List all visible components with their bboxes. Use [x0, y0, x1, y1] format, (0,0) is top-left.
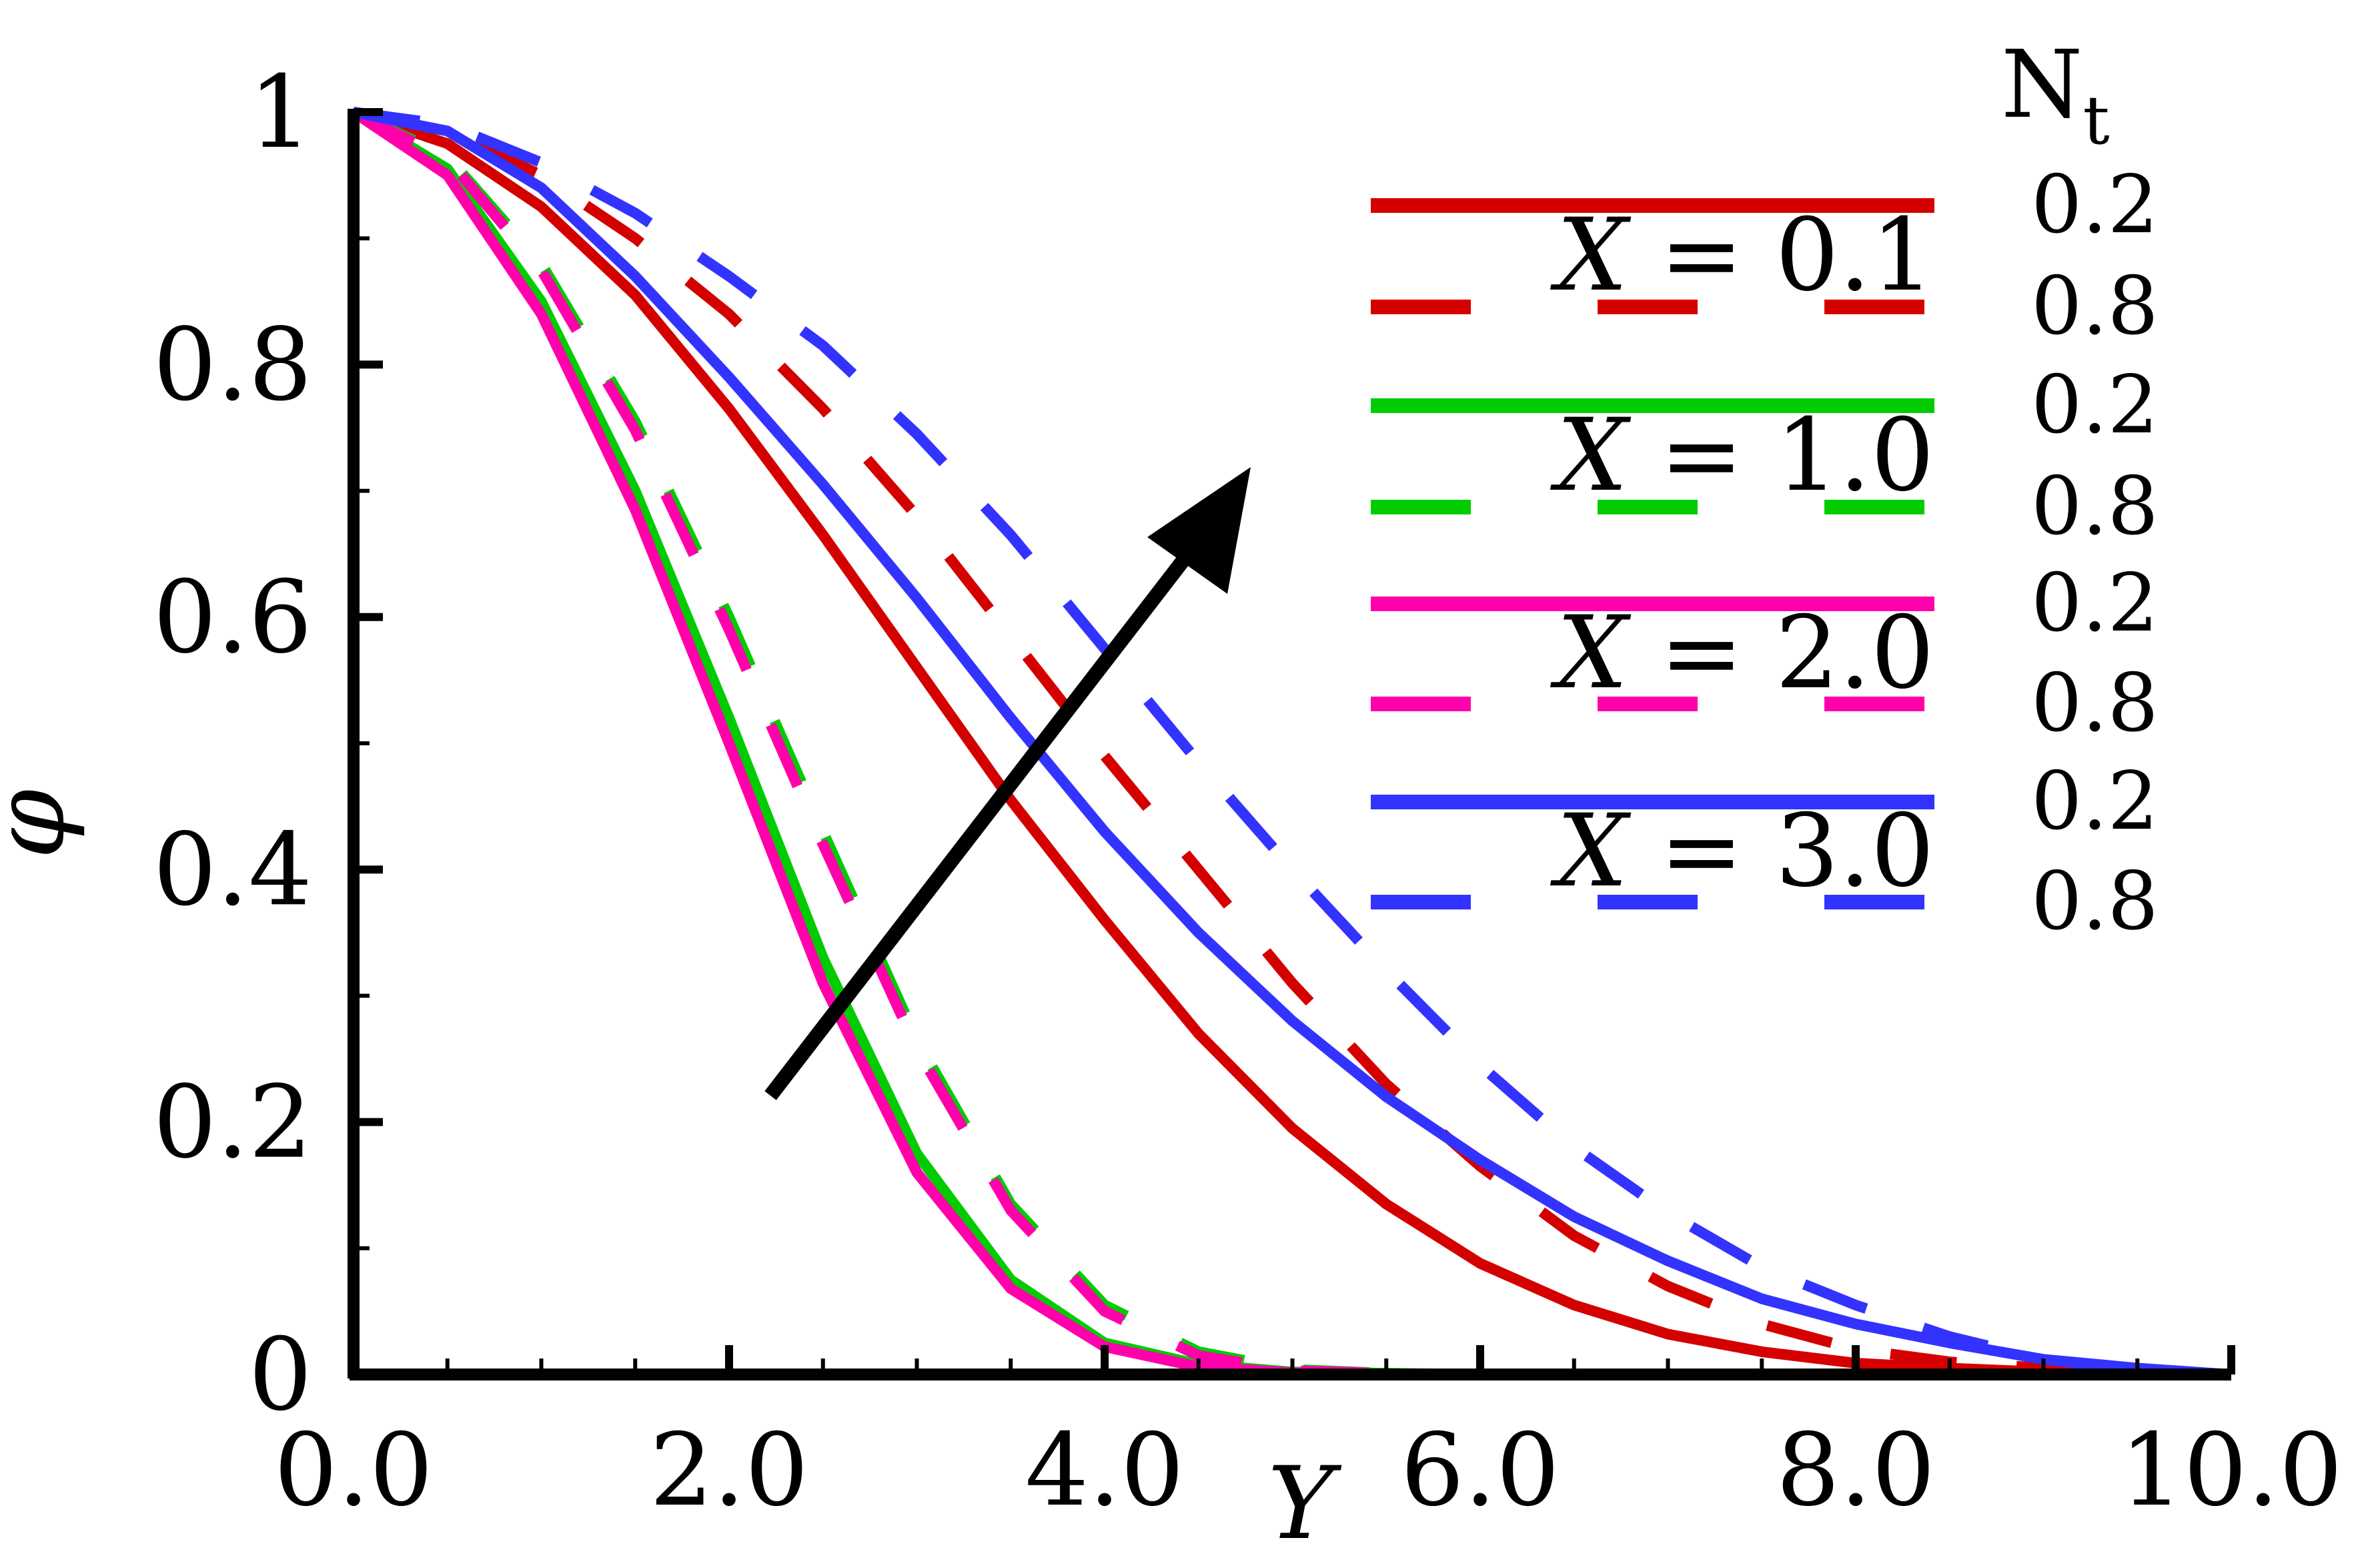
x-tick-label: 2.0 — [650, 1413, 809, 1529]
tick-labels: 0.0 2.0 4.0 6.0 8.0 10.0 0 0.2 0.4 0.6 0.8 1 — [153, 55, 2343, 1529]
legend-group-label: X = 2.0 — [1550, 595, 1934, 711]
y-tick-label: 0.4 — [153, 812, 312, 928]
legend-nt-value: 0.2 — [2031, 557, 2159, 650]
legend-nt-value: 0.2 — [2031, 755, 2159, 848]
y-axis-title: φ — [0, 789, 87, 859]
series-line-5 — [351, 107, 2231, 1380]
series-line-6 — [352, 107, 2232, 1380]
legend-group-label: X = 1.0 — [1550, 398, 1934, 514]
legend-nt-value: 0.2 — [2031, 159, 2159, 252]
y-tick-label: 0 — [249, 1317, 312, 1433]
series-line-0 — [352, 107, 2232, 1380]
series-layer — [350, 107, 2232, 1380]
legend: Nt 0.20.80.20.80.20.80.20.8X = 0.1X = 1.… — [1371, 31, 2159, 948]
legend-title: Nt — [2001, 31, 2110, 159]
y-tick-label: 0.2 — [153, 1065, 312, 1181]
legend-nt-value: 0.8 — [2031, 460, 2159, 553]
y-tick-label: 0.6 — [153, 560, 312, 676]
series-line-1 — [352, 107, 2232, 1380]
legend-nt-value: 0.2 — [2031, 359, 2159, 452]
x-tick-label: 10.0 — [2120, 1413, 2343, 1529]
legend-group-label: X = 0.1 — [1550, 198, 1934, 314]
x-tick-label: 0.0 — [274, 1413, 434, 1529]
x-tick-label: 8.0 — [1776, 1413, 1936, 1529]
legend-nt-value: 0.8 — [2031, 657, 2159, 750]
trend-arrow-head — [1147, 467, 1251, 594]
y-tick-label: 0.8 — [153, 307, 312, 423]
y-tick-label: 1 — [249, 55, 312, 171]
trend-arrow-shaft — [764, 516, 1220, 1100]
x-tick-label: 6.0 — [1401, 1413, 1560, 1529]
legend-group-label: X = 3.0 — [1550, 793, 1934, 909]
legend-nt-value: 0.8 — [2031, 855, 2159, 948]
legend-nt-value: 0.8 — [2031, 260, 2159, 353]
x-tick-label: 4.0 — [1025, 1413, 1185, 1529]
x-axis-title: Y — [1267, 1446, 1341, 1562]
axes — [348, 108, 2235, 1381]
trend-arrow — [764, 467, 1251, 1100]
